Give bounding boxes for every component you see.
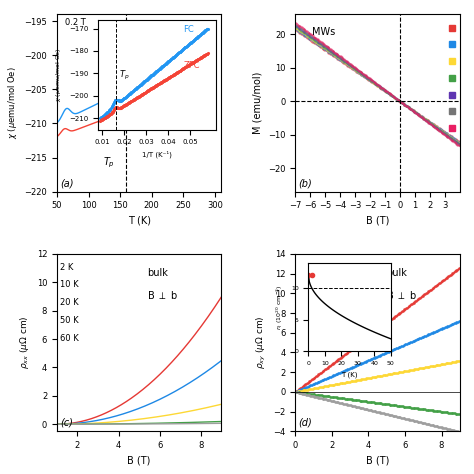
Text: 60 K: 60 K xyxy=(60,334,79,343)
Text: 0.2 T: 0.2 T xyxy=(65,18,86,27)
Text: (c): (c) xyxy=(60,418,73,428)
Y-axis label: $\rho_{xy}$ ($\mu\Omega$ cm): $\rho_{xy}$ ($\mu\Omega$ cm) xyxy=(255,316,268,369)
Y-axis label: $\rho_{xx}$ ($\mu\Omega$ cm): $\rho_{xx}$ ($\mu\Omega$ cm) xyxy=(18,316,31,369)
Text: (b): (b) xyxy=(299,178,312,188)
Text: B $\perp$ b: B $\perp$ b xyxy=(147,289,178,301)
X-axis label: B (T): B (T) xyxy=(366,216,389,226)
Text: B $\perp$ b: B $\perp$ b xyxy=(386,289,417,301)
Text: bulk: bulk xyxy=(147,268,168,278)
Y-axis label: M (emu/mol): M (emu/mol) xyxy=(253,72,263,134)
Text: 50 K: 50 K xyxy=(60,316,79,325)
Text: bulk: bulk xyxy=(386,268,407,278)
Text: 10 K: 10 K xyxy=(60,281,79,290)
X-axis label: T (K): T (K) xyxy=(128,216,151,226)
X-axis label: B (T): B (T) xyxy=(366,456,389,465)
Text: $T_p$: $T_p$ xyxy=(103,156,115,171)
Text: 2 K: 2 K xyxy=(60,263,73,272)
Text: (d): (d) xyxy=(299,418,312,428)
Text: 20 K: 20 K xyxy=(60,298,79,307)
X-axis label: B (T): B (T) xyxy=(128,456,151,465)
Text: (a): (a) xyxy=(60,178,73,188)
Text: MWs: MWs xyxy=(312,27,335,36)
Y-axis label: $\chi$ ($\mu$emu/mol Oe): $\chi$ ($\mu$emu/mol Oe) xyxy=(6,67,19,139)
